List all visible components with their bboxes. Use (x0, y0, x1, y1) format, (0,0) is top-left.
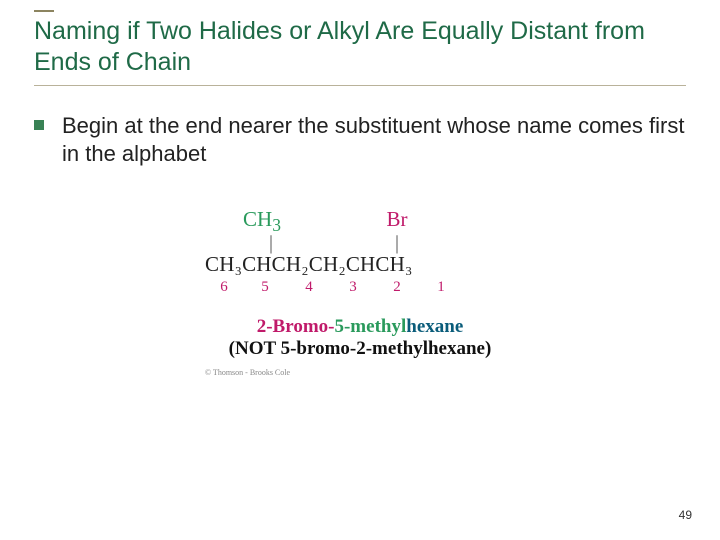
substituent-row: CH3 Br (205, 209, 515, 235)
bond-row: | | (205, 234, 515, 252)
name-methyl: 5-methyl (334, 316, 406, 337)
bond-line-icon: | (375, 234, 419, 252)
substituent-br: Br (375, 209, 419, 235)
main-chain: CH₃CHCH₂CH₂CHCH₃ (205, 252, 515, 277)
carbon-number: 3 (331, 279, 375, 296)
slide-title: Naming if Two Halides or Alkyl Are Equal… (34, 16, 686, 79)
carbon-numbers: 6 5 4 3 2 1 (205, 279, 515, 296)
compound-name-block: 2-Bromo-5-methylhexane (NOT 5-bromo-2-me… (205, 316, 515, 360)
image-credit: © Thomson - Brooks Cole (205, 368, 515, 377)
name-bromo: 2-Bromo- (257, 316, 335, 337)
bullet-text: Begin at the end nearer the substituent … (62, 112, 686, 169)
bullet-item: Begin at the end nearer the substituent … (34, 112, 686, 169)
carbon-number: 5 (243, 279, 287, 296)
correct-name: 2-Bromo-5-methylhexane (205, 316, 515, 338)
name-hexane: hexane (406, 316, 463, 337)
carbon-number: 4 (287, 279, 331, 296)
incorrect-name: (NOT 5-bromo-2-methylhexane) (205, 338, 515, 360)
slide-title-block: Naming if Two Halides or Alkyl Are Equal… (34, 16, 686, 86)
bullet-marker-icon (34, 120, 44, 130)
carbon-number: 1 (419, 279, 463, 296)
carbon-number: 2 (375, 279, 419, 296)
page-number: 49 (679, 508, 692, 522)
molecule-diagram: CH3 Br | | CH₃CHCH₂CH₂CHCH₃ 6 5 4 3 2 1 … (205, 209, 515, 378)
bond-line-icon: | (243, 234, 287, 252)
substituent-ch3: CH3 (243, 209, 287, 235)
carbon-number: 6 (205, 279, 243, 296)
